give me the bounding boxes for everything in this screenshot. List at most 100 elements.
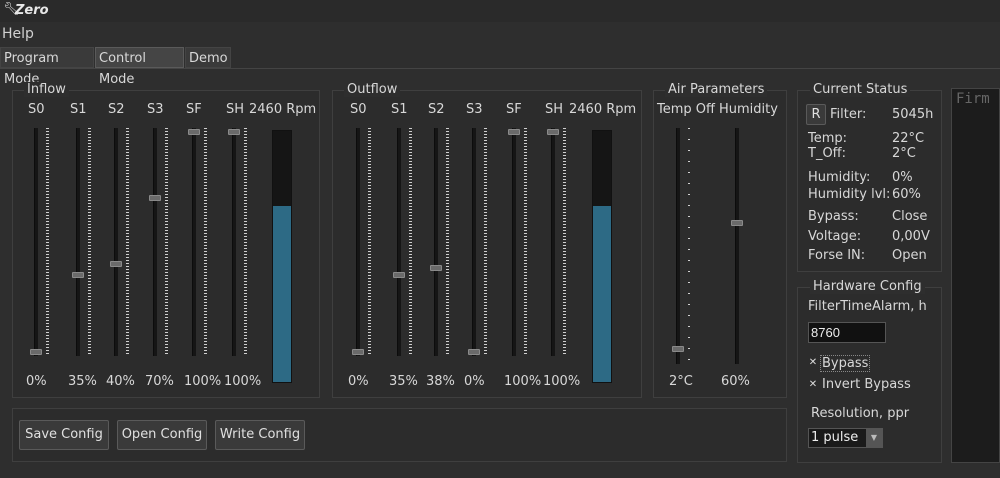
inflow-slider-value-s3: 70% <box>145 374 174 389</box>
inflow-slider-ticks-sf <box>204 128 207 356</box>
inflow-slider-ticks-sh <box>244 128 247 356</box>
outflow-rpm-fill <box>593 206 611 382</box>
invert-bypass-checkbox[interactable]: ✕ <box>808 379 818 390</box>
inflow-slider-track-sh[interactable] <box>232 128 236 356</box>
forse-in-value: Open <box>892 248 927 263</box>
menu-help[interactable]: Help <box>2 26 34 42</box>
humidity-status-value: 0% <box>892 170 913 185</box>
hardware-config-title: Hardware Config <box>810 279 925 294</box>
filter-value: 5045h <box>892 107 934 122</box>
outflow-slider-track-sh[interactable] <box>551 128 555 356</box>
outflow-slider-label-s1: S1 <box>391 102 408 117</box>
outflow-slider-track-s3[interactable] <box>472 128 476 356</box>
humidity-slider-track[interactable] <box>735 128 739 364</box>
outflow-slider-value-s1: 35% <box>389 374 418 389</box>
humidity-status-label: Humidity: <box>808 170 871 185</box>
inflow-slider-ticks-s2 <box>126 128 129 356</box>
inflow-slider-label-s3: S3 <box>147 102 164 117</box>
inflow-slider-label-sf: SF <box>186 102 202 117</box>
outflow-slider-track-s1[interactable] <box>397 128 401 356</box>
humidity-level-value: 60% <box>892 187 921 202</box>
inflow-slider-handle-s0[interactable] <box>30 349 42 355</box>
inflow-slider-value-s1: 35% <box>68 374 97 389</box>
voltage-value: 0,00V <box>892 229 930 244</box>
invert-bypass-checkbox-label[interactable]: Invert Bypass <box>822 377 911 392</box>
outflow-title: Outflow <box>344 82 401 97</box>
outflow-slider-value-sh: 100% <box>543 374 581 389</box>
outflow-slider-track-s0[interactable] <box>356 128 360 356</box>
inflow-slider-track-s0[interactable] <box>34 128 38 356</box>
save-config-button[interactable]: Save Config <box>19 420 109 450</box>
inflow-slider-label-s0: S0 <box>28 102 45 117</box>
resolution-select[interactable]: 1 pulse ▼ <box>808 428 883 448</box>
bypass-checkbox[interactable]: ✕ <box>808 357 818 368</box>
firmware-console[interactable]: Firm <box>951 88 1000 463</box>
bypass-status-value: Close <box>892 209 928 224</box>
inflow-slider-track-s3[interactable] <box>153 128 157 356</box>
inflow-title: Inflow <box>24 82 69 97</box>
outflow-slider-handle-s2[interactable] <box>430 265 442 272</box>
outflow-slider-value-s0: 0% <box>348 374 369 389</box>
temp-off-slider-handle[interactable] <box>672 346 684 353</box>
wrench-icon: 🔧︎ <box>3 2 20 17</box>
console-text: Firm <box>956 91 990 107</box>
outflow-slider-value-s2: 38% <box>426 374 455 389</box>
inflow-slider-label-s2: S2 <box>108 102 125 117</box>
filter-label: Filter: <box>830 107 867 122</box>
outflow-slider-handle-s3[interactable] <box>468 349 480 355</box>
outflow-slider-track-s2[interactable] <box>434 128 438 356</box>
filter-time-alarm-input[interactable] <box>808 322 886 343</box>
temp-off-value: 2°C <box>669 374 693 389</box>
inflow-slider-handle-sf[interactable] <box>188 129 200 135</box>
humidity-level-label: Humidity lvl: <box>808 187 891 202</box>
inflow-slider-handle-sh[interactable] <box>228 129 240 135</box>
outflow-slider-ticks-s2 <box>446 128 449 356</box>
inflow-slider-value-s2: 40% <box>106 374 135 389</box>
inflow-slider-handle-s3[interactable] <box>149 195 161 201</box>
forse-in-label: Forse IN: <box>808 248 866 263</box>
voltage-label: Voltage: <box>808 229 862 244</box>
open-config-button[interactable]: Open Config <box>117 420 207 450</box>
outflow-slider-label-sh: SH <box>545 102 564 117</box>
outflow-group <box>332 90 642 398</box>
tab-divider <box>0 68 1000 69</box>
bypass-status-label: Bypass: <box>808 209 859 224</box>
outflow-slider-ticks-s1 <box>409 128 412 356</box>
inflow-slider-handle-s1[interactable] <box>72 272 84 278</box>
write-config-button[interactable]: Write Config <box>215 420 305 450</box>
outflow-slider-handle-sh[interactable] <box>547 129 559 135</box>
outflow-slider-ticks-s3 <box>484 128 487 356</box>
reset-filter-button[interactable]: R <box>806 104 826 125</box>
temp-value: 22°C <box>892 131 925 146</box>
outflow-slider-value-sf: 100% <box>504 374 542 389</box>
outflow-slider-handle-s1[interactable] <box>393 272 405 278</box>
outflow-slider-handle-s0[interactable] <box>352 349 364 355</box>
outflow-slider-track-sf[interactable] <box>512 128 516 356</box>
temp-off-slider-ticks <box>688 128 690 364</box>
humidity-value: 60% <box>721 374 750 389</box>
outflow-slider-label-s0: S0 <box>350 102 367 117</box>
outflow-slider-label-sf: SF <box>506 102 522 117</box>
outflow-slider-ticks-s0 <box>368 128 371 356</box>
inflow-slider-track-s2[interactable] <box>114 128 118 356</box>
chevron-down-icon[interactable]: ▼ <box>866 429 882 447</box>
current-status-title: Current Status <box>810 82 911 97</box>
tab-control-mode[interactable]: Control Mode <box>95 47 184 87</box>
outflow-slider-label-s2: S2 <box>428 102 445 117</box>
inflow-slider-label-s1: S1 <box>70 102 87 117</box>
inflow-slider-ticks-s1 <box>88 128 91 356</box>
inflow-slider-track-sf[interactable] <box>192 128 196 356</box>
humidity-slider-handle[interactable] <box>731 220 743 227</box>
outflow-rpm-bar <box>592 130 612 383</box>
temp-off-slider-track[interactable] <box>676 128 680 364</box>
inflow-rpm-fill <box>273 206 291 382</box>
inflow-rpm-bar <box>272 130 292 383</box>
inflow-slider-ticks-s3 <box>165 128 168 356</box>
air-parameters-title: Air Parameters <box>665 82 768 97</box>
bypass-checkbox-label[interactable]: Bypass <box>820 355 871 372</box>
tab-program-mode[interactable]: Program Mode <box>0 47 94 87</box>
inflow-slider-track-s1[interactable] <box>76 128 80 356</box>
outflow-slider-handle-sf[interactable] <box>508 129 520 135</box>
inflow-slider-handle-s2[interactable] <box>110 261 122 267</box>
tab-demo[interactable]: Demo <box>185 47 231 68</box>
